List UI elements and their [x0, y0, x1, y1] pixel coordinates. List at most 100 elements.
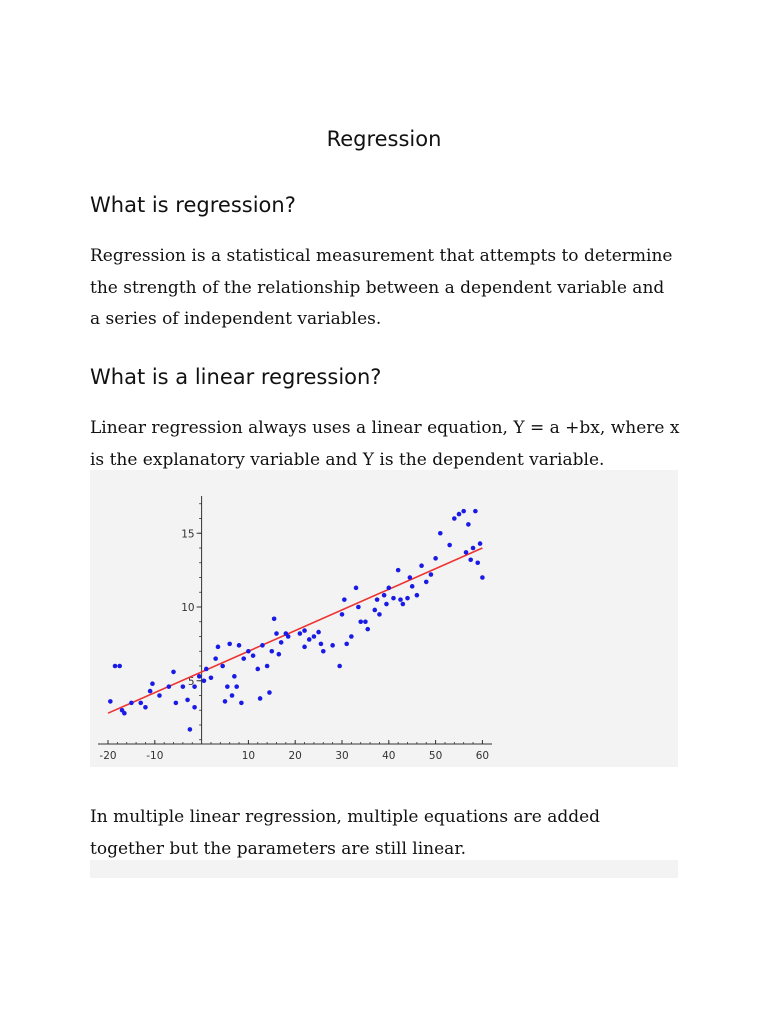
data-point — [234, 684, 239, 689]
data-point — [400, 601, 406, 607]
data-point — [117, 663, 122, 669]
data-point — [428, 572, 434, 577]
data-point — [461, 508, 466, 514]
data-point — [192, 684, 197, 689]
x-tick-label: -20 — [99, 750, 116, 762]
data-point — [166, 684, 172, 689]
y-tick-label: 15 — [181, 528, 194, 540]
data-point — [112, 663, 118, 669]
data-point — [365, 626, 371, 632]
data-point — [173, 700, 179, 706]
data-point — [353, 585, 359, 591]
data-point — [306, 637, 312, 642]
data-point — [241, 656, 247, 661]
image-placeholder-strip — [90, 860, 678, 878]
data-point — [395, 567, 401, 573]
data-point — [171, 669, 176, 675]
paragraph-linear-regression: Linear regression always uses a linear e… — [90, 413, 690, 476]
data-point — [381, 592, 387, 598]
data-point — [363, 619, 368, 625]
regression-scatter-chart: -20 -10 10 20 30 40 50 60 15 10 5 — [90, 470, 678, 767]
data-point — [220, 663, 225, 669]
data-point — [398, 597, 403, 602]
paragraph-line: the strength of the relationship between… — [90, 277, 665, 298]
data-point — [246, 648, 251, 654]
data-point — [147, 688, 153, 694]
data-point — [276, 651, 282, 657]
data-point — [456, 511, 462, 517]
data-point — [208, 675, 214, 681]
data-point — [330, 643, 335, 648]
data-point — [122, 710, 127, 716]
data-point — [180, 684, 186, 689]
data-point — [138, 700, 144, 706]
data-point — [227, 641, 232, 647]
paragraph-multiple-regression: In multiple linear regression, multiple … — [90, 802, 690, 865]
regression-fit-line — [107, 547, 483, 714]
section-heading-linear-regression: What is a linear regression? — [90, 365, 382, 389]
data-point — [185, 697, 190, 703]
data-point — [374, 597, 380, 602]
chart-canvas: -20 -10 10 20 30 40 50 60 15 10 5 — [98, 496, 492, 762]
data-point — [129, 700, 134, 706]
data-point — [349, 634, 354, 639]
data-point — [320, 648, 326, 654]
data-point — [239, 700, 244, 706]
data-point — [271, 616, 277, 622]
y-tick-label: 10 — [181, 602, 194, 614]
data-point — [466, 522, 471, 527]
data-point — [257, 696, 263, 701]
paragraph-line: a series of independent variables. — [90, 309, 382, 329]
data-point — [337, 663, 342, 669]
data-point — [423, 579, 429, 585]
data-point — [452, 516, 457, 521]
data-point — [433, 556, 438, 561]
data-point — [477, 541, 483, 546]
document-title: Regression — [326, 127, 442, 151]
data-point — [201, 678, 207, 684]
data-point — [377, 612, 382, 617]
data-point — [405, 595, 410, 601]
data-point — [468, 557, 474, 563]
data-point — [339, 612, 345, 617]
data-point — [213, 656, 218, 661]
data-point — [222, 699, 228, 704]
data-point — [316, 629, 321, 635]
x-tick-label: 10 — [242, 750, 255, 762]
data-point — [187, 727, 193, 732]
paragraph-line: Linear regression always uses a linear e… — [90, 418, 680, 438]
data-point — [302, 644, 307, 650]
paragraph-line: is the explanatory variable and Y is the… — [90, 449, 605, 470]
paragraph-line: together but the parameters are still li… — [90, 838, 466, 859]
data-point — [157, 693, 162, 698]
data-point — [278, 640, 284, 645]
data-point — [250, 653, 256, 658]
data-point — [297, 631, 303, 636]
data-point — [342, 597, 347, 602]
data-point — [196, 674, 202, 679]
data-point — [150, 681, 155, 686]
data-point — [264, 663, 270, 669]
paragraph-line: Regression is a statistical measurement … — [90, 246, 673, 266]
data-point — [372, 607, 378, 613]
paragraph-regression-definition: Regression is a statistical measurement … — [90, 241, 690, 336]
data-point — [269, 648, 275, 654]
data-point — [414, 592, 420, 598]
data-point — [260, 643, 265, 648]
data-point — [480, 575, 485, 580]
data-point — [407, 575, 413, 580]
data-point — [384, 601, 389, 607]
x-tick-label: 20 — [289, 750, 302, 762]
data-point — [255, 666, 261, 672]
x-tick-label: -10 — [146, 750, 163, 762]
data-point — [203, 666, 209, 672]
section-heading-what-is-regression: What is regression? — [90, 193, 296, 217]
data-point — [463, 550, 469, 555]
data-point — [409, 584, 415, 589]
x-tick-label: 40 — [382, 750, 395, 762]
x-tick-label: 50 — [429, 750, 442, 762]
data-point — [437, 530, 443, 536]
data-point — [356, 604, 361, 610]
data-point — [274, 631, 279, 636]
data-point — [225, 684, 230, 689]
